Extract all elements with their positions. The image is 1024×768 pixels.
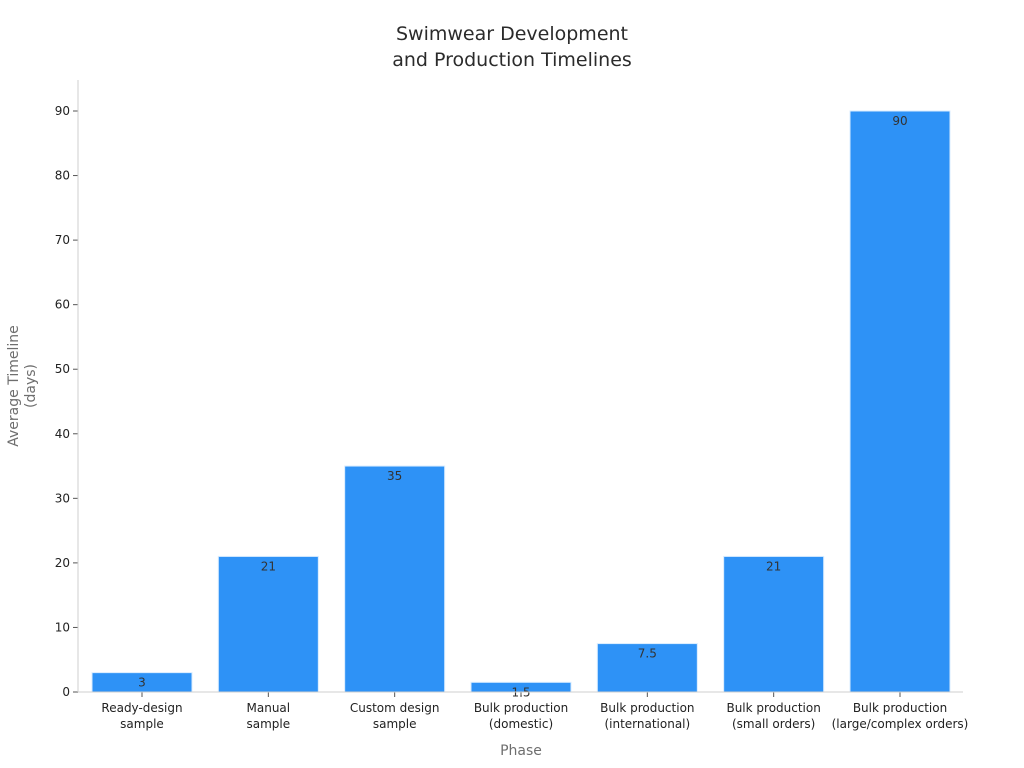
bar	[596, 643, 698, 693]
y-tick-label: 90	[55, 104, 70, 118]
chart-title-line-1: Swimwear Development	[396, 23, 628, 45]
y-tick-label: 30	[55, 491, 70, 505]
y-axis-title-line-1: Average Timeline	[6, 325, 22, 446]
x-tick-label: sample	[120, 717, 164, 731]
bar	[723, 555, 825, 693]
y-tick-label: 40	[55, 427, 70, 441]
x-tick-label: sample	[373, 717, 417, 731]
data-label: 21	[766, 559, 781, 573]
bars	[91, 110, 951, 693]
x-tick-label: (small orders)	[732, 717, 815, 731]
y-axis-ticks: 0 10 20 30 40 50 60 70 80 90	[55, 104, 78, 699]
bar	[217, 555, 319, 693]
x-tick-label: Manual	[247, 701, 291, 715]
data-label: 7.5	[638, 647, 657, 661]
y-tick-label: 60	[55, 298, 70, 312]
y-axis-title-line-2: (days)	[23, 364, 39, 408]
x-tick-label: Bulk production	[726, 701, 820, 715]
x-tick-label: Custom design	[350, 701, 440, 715]
x-axis-title: Phase	[500, 743, 542, 759]
data-label: 3	[138, 676, 146, 690]
x-axis-ticks: Ready-design sample Manual sample Custom des…	[101, 692, 968, 731]
x-tick-label: Ready-design	[101, 701, 182, 715]
y-tick-label: 0	[62, 685, 70, 699]
data-label: 90	[892, 114, 907, 128]
bar	[849, 110, 951, 693]
x-tick-label: (international)	[604, 717, 690, 731]
x-tick-label: (domestic)	[489, 717, 553, 731]
y-tick-label: 20	[55, 556, 70, 570]
data-label: 21	[261, 559, 276, 573]
x-tick-label: sample	[247, 717, 291, 731]
bar	[344, 465, 446, 693]
data-label: 35	[387, 469, 402, 483]
x-tick-label: Bulk production	[600, 701, 694, 715]
y-axis-title: Average Timeline (days)	[6, 325, 39, 446]
x-tick-label: (large/complex orders)	[832, 717, 969, 731]
chart-title-line-2: and Production Timelines	[392, 49, 632, 71]
y-tick-label: 80	[55, 169, 70, 183]
y-tick-label: 10	[55, 620, 70, 634]
y-tick-label: 50	[55, 362, 70, 376]
y-tick-label: 70	[55, 233, 70, 247]
x-tick-label: Bulk production	[853, 701, 947, 715]
x-tick-label: Bulk production	[474, 701, 568, 715]
